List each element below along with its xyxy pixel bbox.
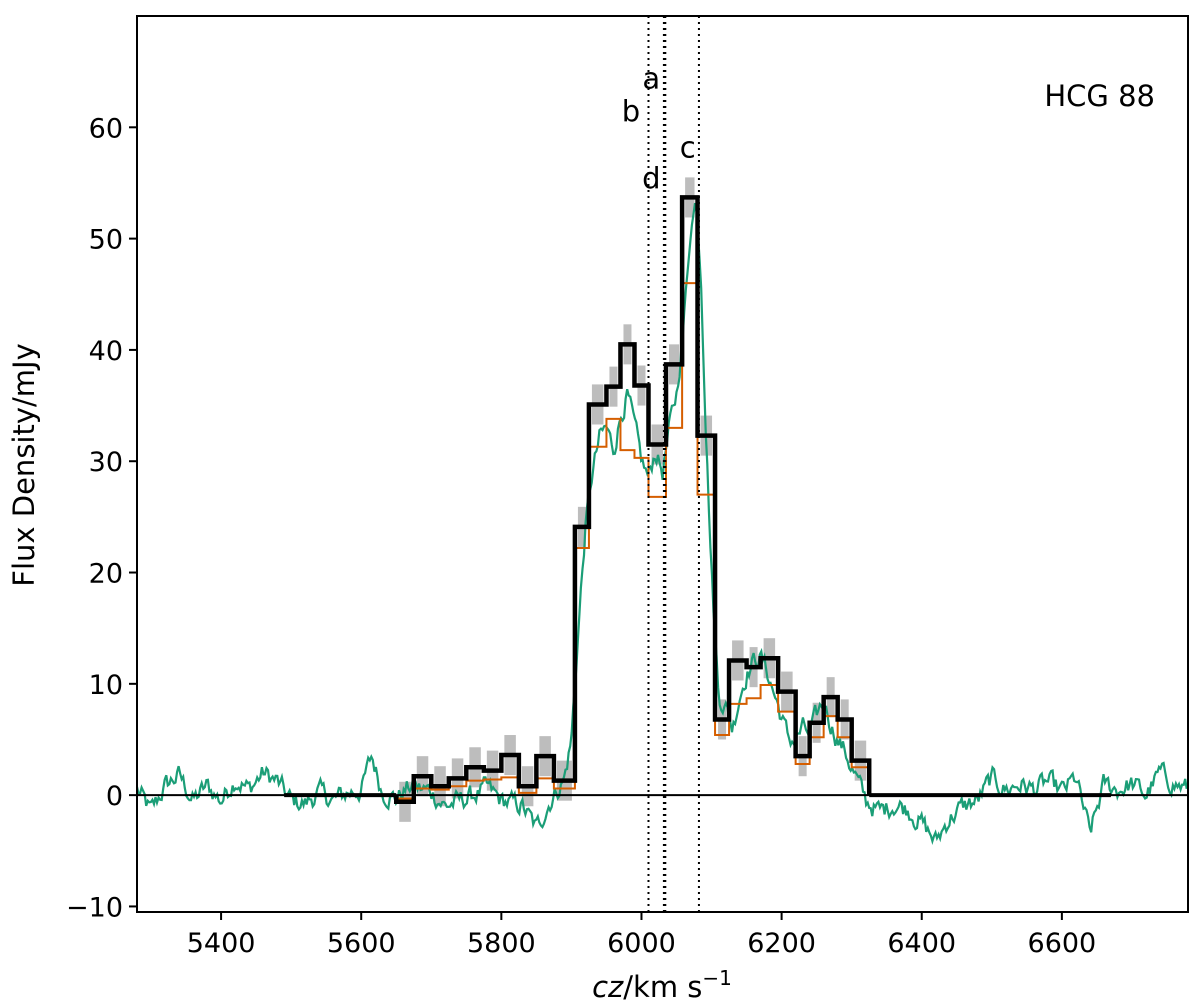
- x-tick-label: 6600: [1028, 928, 1097, 959]
- x-tick-label: 5400: [187, 928, 256, 959]
- y-tick-label: 60: [89, 113, 123, 144]
- x-axis-title: cz/km s−1: [592, 966, 732, 1004]
- y-tick-label: 20: [89, 559, 123, 590]
- black-histogram-line: [393, 195, 872, 805]
- green-spectrum-group: [135, 202, 1188, 845]
- y-tick-label: 0: [106, 781, 123, 812]
- x-axis-title-variable: cz: [592, 970, 624, 1004]
- orange-histogram-line: [395, 282, 871, 800]
- x-axis-title-unit: /km s: [623, 970, 702, 1004]
- y-tick-label: 40: [89, 336, 123, 367]
- group-name-annotation: HCG 88: [1044, 79, 1155, 113]
- x-axis-title-exponent: −1: [702, 966, 731, 990]
- x-tick-label: 6200: [747, 928, 816, 959]
- vertical-marker-label-d: d: [642, 162, 660, 196]
- y-tick-label: −10: [66, 892, 123, 923]
- y-tick-label: 30: [89, 447, 123, 478]
- vertical-marker-label-b: b: [622, 95, 640, 129]
- black-histogram-group: [284, 195, 1111, 805]
- y-tick-label: 10: [89, 670, 123, 701]
- y-tick-label: 50: [89, 225, 123, 256]
- y-axis-title: Flux Density/mJy: [7, 343, 41, 586]
- plot-frame: [136, 15, 1189, 913]
- ticks-group: 5400 5600 5800 6000 6200 6400 6600 −10 0 10 20 30 40…: [66, 113, 1096, 959]
- vertical-marker-label-a: a: [642, 61, 660, 95]
- x-tick-label: 5600: [327, 928, 396, 959]
- x-tick-label: 5800: [467, 928, 536, 959]
- vertical-marker-label-c: c: [680, 130, 696, 164]
- orange-histogram-group: [395, 282, 871, 800]
- green-spectrum-line: [135, 202, 1188, 845]
- x-tick-label: 6000: [607, 928, 676, 959]
- vertical-markers-group: ab cd: [622, 16, 700, 912]
- x-tick-label: 6400: [887, 928, 956, 959]
